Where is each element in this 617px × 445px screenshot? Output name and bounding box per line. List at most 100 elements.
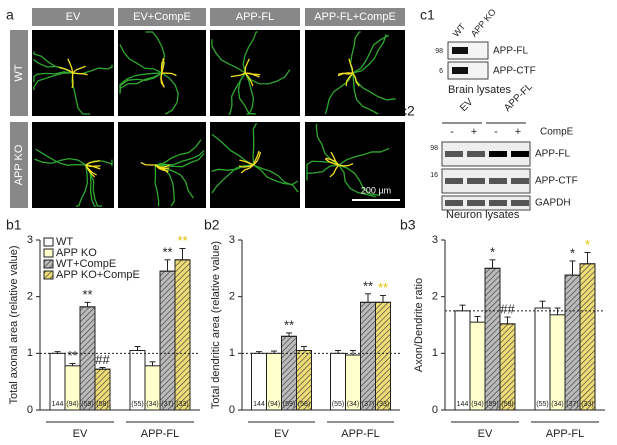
axon-trace: [154, 164, 160, 207]
band: [489, 200, 507, 206]
group-label: EV: [458, 97, 475, 114]
column-header: EV+CompE: [133, 11, 191, 23]
n-label: (34): [551, 401, 563, 408]
legend-swatch-hatch: [43, 270, 54, 280]
band-label: APP-CTF: [493, 66, 536, 77]
significance: **: [284, 317, 294, 332]
axon-trace: [155, 153, 205, 168]
n-label: (33): [581, 401, 593, 408]
n-label: (55): [332, 401, 344, 408]
treatment-mark: -: [494, 126, 498, 138]
band: [511, 200, 529, 206]
significance: **: [82, 287, 92, 302]
band: [467, 200, 485, 206]
mw-marker: 16: [430, 172, 438, 179]
legend-label: WT+CompE: [56, 258, 116, 270]
axon-trace: [34, 158, 87, 166]
panel-label: a: [6, 7, 14, 23]
band: [452, 67, 468, 74]
dendrite-trace: [67, 58, 74, 74]
column-header: APP-FL+CompE: [314, 11, 396, 23]
n-label: (34): [146, 401, 158, 408]
lane-label: WT: [451, 21, 468, 39]
treatment-label: CompE: [540, 127, 574, 138]
row-header-bg: [10, 122, 28, 208]
axon-trace: [155, 139, 202, 166]
row-header: APP KO: [13, 144, 25, 185]
band: [452, 47, 468, 54]
bar-hatch: [564, 274, 581, 411]
axon-trace: [119, 44, 163, 74]
axon-trace: [338, 164, 376, 198]
dendrite-trace: [161, 58, 165, 74]
y-axis-label: Total dendritic area (relative value): [210, 241, 222, 409]
dendrite-trace: [154, 164, 169, 174]
significance: **: [363, 278, 373, 293]
dendrite-trace: [245, 72, 260, 78]
significance: ##: [500, 302, 515, 317]
significance: **: [162, 244, 172, 259]
axon-trace: [306, 164, 339, 181]
n-label: 144: [457, 401, 469, 408]
significance: ##: [95, 352, 110, 367]
bar-hatch: [499, 323, 516, 411]
band: [511, 151, 529, 157]
n-label: (59): [81, 401, 93, 408]
dendrite-trace: [71, 72, 74, 89]
y-tick-label: 2: [229, 291, 235, 303]
n-label: (58): [501, 401, 513, 408]
band: [445, 200, 463, 206]
significance: *: [490, 244, 495, 259]
legend-label: APP KO+CompE: [56, 269, 140, 281]
column-header-bg: [210, 8, 300, 26]
n-label: (59): [486, 401, 498, 408]
axon-trace: [211, 164, 254, 194]
x-tick-label: EV: [274, 428, 289, 440]
significance: *: [585, 237, 590, 252]
y-axis-label: Axon/Dendrite ratio: [413, 278, 425, 372]
band: [445, 178, 463, 184]
dendrite-trace: [238, 164, 254, 168]
axon-trace: [35, 148, 86, 166]
dendrite-trace: [85, 159, 100, 166]
row-header: WT: [13, 64, 25, 81]
y-tick-label: 3: [432, 234, 438, 246]
band: [467, 151, 485, 157]
axon-trace: [71, 72, 91, 115]
axon-trace: [338, 147, 390, 166]
bar-hatch: [281, 335, 297, 411]
n-label: 144: [253, 401, 265, 408]
dendrite-trace: [230, 72, 246, 78]
axon-trace: [75, 164, 88, 207]
bar: [534, 307, 551, 411]
micrograph: [305, 122, 405, 208]
axon-trace: [352, 34, 390, 74]
x-tick-label: APP-FL: [141, 428, 180, 440]
y-axis-label: Total axonal area (relative value): [8, 246, 20, 405]
axon-trace: [228, 72, 246, 115]
bar-hatch: [375, 301, 391, 411]
row-header-bg: [10, 30, 28, 116]
band: [489, 178, 507, 184]
bar: [469, 321, 486, 411]
bar-hatch: [579, 263, 596, 411]
axon-trace: [242, 31, 258, 74]
band: [445, 151, 463, 157]
axon-trace: [244, 72, 255, 115]
dendrite-trace: [244, 72, 254, 87]
micrograph: [210, 30, 300, 116]
band-label: GAPDH: [535, 198, 571, 209]
dendrite-trace: [72, 72, 88, 76]
x-tick-label: APP-FL: [546, 428, 585, 440]
band: [467, 178, 485, 184]
y-tick-label: 0: [27, 404, 33, 416]
axon-trace: [352, 34, 387, 74]
mw-marker: 6: [439, 68, 443, 75]
dendrite-trace: [253, 151, 262, 166]
y-tick-label: 3: [229, 234, 235, 246]
blot: [441, 195, 531, 211]
axon-trace: [155, 150, 205, 166]
axon-trace: [252, 123, 258, 166]
axon-trace: [253, 164, 299, 186]
